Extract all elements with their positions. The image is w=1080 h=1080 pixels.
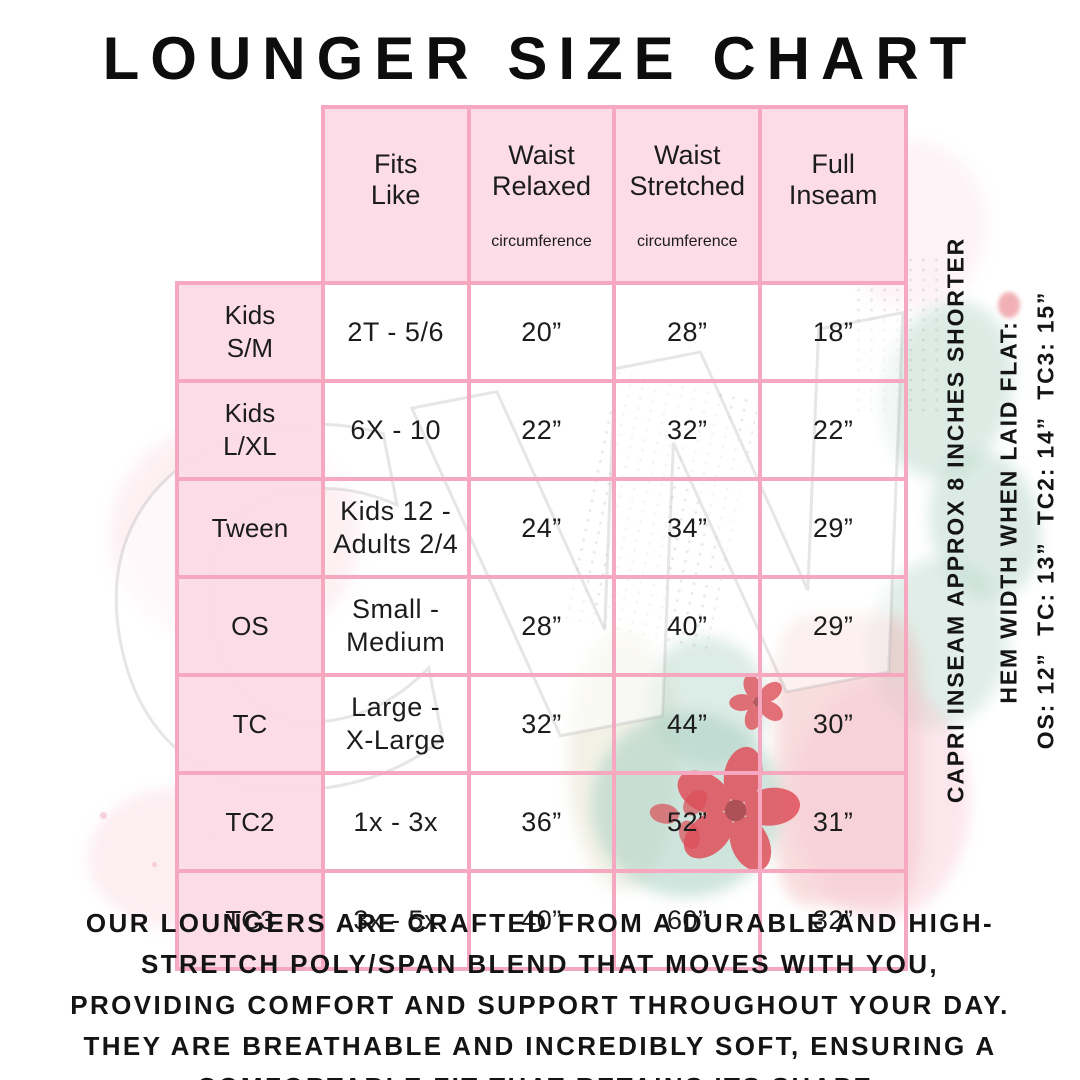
cell-waist-stretched: 52”: [612, 771, 763, 873]
column-header-sublabel: circumference: [491, 233, 592, 250]
column-header-fits-like: Fits Like: [320, 105, 471, 285]
cell-full-inseam: 29”: [758, 477, 908, 579]
description-line: PROVIDING COMFORT AND SUPPORT THROUGHOUT…: [70, 990, 1010, 1020]
row-header-tc2: TC2: [175, 771, 325, 873]
cell-waist-stretched: 60”: [612, 869, 763, 971]
description-line: STRETCH POLY/SPAN BLEND THAT MOVES WITH …: [140, 949, 939, 979]
row-header-tc3: TC3: [175, 869, 325, 971]
cell-fits-like: Large - X-Large: [320, 673, 471, 775]
cell-full-inseam: 30”: [758, 673, 908, 775]
row-header-tween: Tween: [175, 477, 325, 579]
description-line: OUR LOUNGERS ARE CRAFTED FROM A DURABLE …: [85, 908, 995, 938]
cell-fits-like: Small - Medium: [320, 575, 471, 677]
side-note-hem-width-title: HEM WIDTH WHEN LAID FLAT:: [995, 320, 1022, 704]
page-title: LOUNGER SIZE CHART: [102, 25, 978, 92]
row-header-kids-lxl: Kids L/XL: [175, 379, 325, 481]
column-header-waist-stretched: Waist Stretched circumference: [612, 105, 763, 285]
cell-waist-stretched: 40”: [612, 575, 763, 677]
cell-waist-stretched: 34”: [612, 477, 763, 579]
table-row: Kids S/M 2T - 5/6 20” 28” 18”: [175, 281, 908, 383]
cell-fits-like: Kids 12 - Adults 2/4: [320, 477, 471, 579]
row-header-os: OS: [175, 575, 325, 677]
cell-fits-like: 3x - 5x: [320, 869, 471, 971]
table-row: TC Large - X-Large 32” 44” 30”: [175, 673, 908, 775]
cell-waist-stretched: 44”: [612, 673, 763, 775]
column-header-sublabel: circumference: [637, 233, 738, 250]
column-header-label: Waist Stretched: [629, 140, 746, 201]
cell-waist-relaxed: 36”: [466, 771, 617, 873]
cell-fits-like: 6X - 10: [320, 379, 471, 481]
column-header-full-inseam: Full Inseam: [758, 105, 908, 285]
watercolor-pink-dot-2: [152, 862, 157, 867]
size-chart-table: Fits Like Waist Relaxed circumference Wa…: [175, 105, 908, 971]
table-corner-blank: [177, 107, 323, 283]
column-header-label: Full Inseam: [788, 148, 878, 210]
cell-waist-relaxed: 32”: [466, 673, 617, 775]
side-note-capri-inseam: CAPRI INSEAM APPROX 8 INCHES SHORTER: [942, 236, 969, 804]
table-row: TC2 1x - 3x 36” 52” 31”: [175, 771, 908, 873]
cell-waist-relaxed: 40”: [466, 869, 617, 971]
description-line: THEY ARE BREATHABLE AND INCREDIBLY SOFT,…: [83, 1031, 997, 1061]
cell-waist-relaxed: 24”: [466, 477, 617, 579]
table-row: Tween Kids 12 - Adults 2/4 24” 34” 29”: [175, 477, 908, 579]
table-header-row: Fits Like Waist Relaxed circumference Wa…: [177, 105, 908, 285]
column-header-waist-relaxed: Waist Relaxed circumference: [466, 105, 617, 285]
cell-full-inseam: 32”: [758, 869, 908, 971]
cell-waist-stretched: 32”: [612, 379, 763, 481]
description-line: COMFORTABLE FIT THAT RETAINS ITS SHAPE.: [0, 1067, 1080, 1080]
table-row: TC3 3x - 5x 40” 60” 32”: [175, 869, 908, 971]
side-note-hem-width-values: OS: 12” TC: 13” TC2: 14” TC3: 15”: [1032, 290, 1059, 750]
row-header-kids-sm: Kids S/M: [175, 281, 325, 383]
column-header-label: Waist Relaxed: [491, 140, 592, 201]
watercolor-pink-dot-1: [100, 812, 107, 819]
cell-waist-relaxed: 22”: [466, 379, 617, 481]
table-row: Kids L/XL 6X - 10 22” 32” 22”: [175, 379, 908, 481]
cell-waist-relaxed: 20”: [466, 281, 617, 383]
cell-full-inseam: 22”: [758, 379, 908, 481]
cell-waist-stretched: 28”: [612, 281, 763, 383]
row-header-tc: TC: [175, 673, 325, 775]
product-description: OUR LOUNGERS ARE CRAFTED FROM A DURABLE …: [0, 903, 1080, 1080]
watercolor-red-bud: [998, 292, 1020, 318]
cell-full-inseam: 18”: [758, 281, 908, 383]
column-header-label: Fits Like: [370, 148, 421, 210]
cell-fits-like: 1x - 3x: [320, 771, 471, 873]
cell-full-inseam: 29”: [758, 575, 908, 677]
table-row: OS Small - Medium 28” 40” 29”: [175, 575, 908, 677]
cell-full-inseam: 31”: [758, 771, 908, 873]
cell-fits-like: 2T - 5/6: [320, 281, 471, 383]
cell-waist-relaxed: 28”: [466, 575, 617, 677]
